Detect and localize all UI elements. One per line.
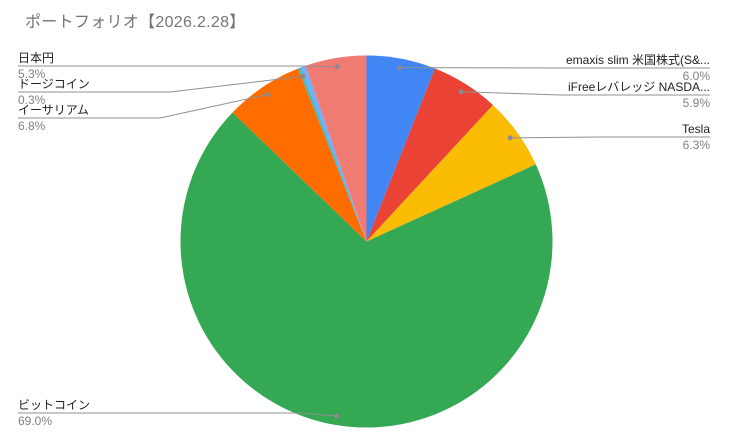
- slice-percent-ethereum: 6.8%: [18, 119, 46, 133]
- pie-slice-ethereum[interactable]: [232, 68, 367, 242]
- callout-tesla: Tesla 6.3%: [682, 122, 710, 152]
- leader-line-tesla: [510, 136, 710, 139]
- slice-percent-ifree: 5.9%: [682, 96, 710, 110]
- leader-line-ethereum: [18, 93, 269, 119]
- pie-slice-unlabeled[interactable]: [301, 65, 367, 242]
- slice-label-bitcoin: ビットコイン: [18, 398, 91, 412]
- slice-label-ifree: iFreeレバレッジ NASDA...: [567, 80, 710, 94]
- slice-percent-bitcoin: 69.0%: [18, 414, 53, 428]
- slice-label-dogecoin: ドージコイン: [18, 77, 90, 91]
- leader-dot-ethereum: [265, 91, 271, 97]
- slice-percent-emaxis: 6.0%: [682, 69, 710, 83]
- callout-dogecoin: ドージコイン 0.3%: [18, 77, 90, 107]
- slice-label-ethereum: イーサリアム: [18, 103, 89, 117]
- slice-label-jpy: 日本円: [18, 51, 55, 65]
- leader-line-ifree-nasdaq: [460, 91, 710, 96]
- slice-label-emaxis: emaxis slim 米国株式(S&...: [565, 53, 710, 67]
- slice-label-tesla: Tesla: [681, 122, 710, 136]
- leader-dot-tesla: [507, 135, 513, 141]
- leader-dot-jpy: [334, 64, 340, 70]
- pie-slice-dogecoin[interactable]: [298, 67, 367, 242]
- slice-percent-tesla: 6.3%: [682, 138, 710, 152]
- pie-slice-ifree-nasdaq[interactable]: [366, 68, 493, 242]
- callout-jpy: 日本円 5.3%: [18, 51, 54, 81]
- leader-dot-dogecoin: [300, 73, 306, 79]
- slice-percent-jpy: 5.3%: [18, 67, 46, 81]
- pie-slice-bitcoin[interactable]: [180, 112, 553, 428]
- callout-ifree: iFreeレバレッジ NASDA... 5.9%: [568, 80, 710, 110]
- leader-dot-bitcoin: [334, 413, 340, 419]
- callout-ethereum: イーサリアム 6.8%: [18, 103, 89, 133]
- leader-dot-emaxis-slim: [397, 65, 403, 71]
- pie-slice-emaxis-slim[interactable]: [366, 55, 435, 242]
- pie-slice-jpy[interactable]: [305, 55, 367, 242]
- slice-percent-dogecoin: 0.3%: [18, 93, 46, 107]
- leader-dot-ifree-nasdaq: [458, 89, 464, 95]
- pie-slice-tesla[interactable]: [366, 105, 536, 242]
- leader-line-jpy: [18, 65, 338, 68]
- leader-line-dogecoin: [18, 75, 303, 93]
- callout-bitcoin: ビットコイン 69.0%: [18, 398, 90, 428]
- leader-line-bitcoin: [18, 412, 337, 417]
- callout-emaxis: emaxis slim 米国株式(S&... 6.0%: [566, 53, 710, 83]
- chart-title: ポートフォリオ【2026.2.28】: [25, 14, 246, 31]
